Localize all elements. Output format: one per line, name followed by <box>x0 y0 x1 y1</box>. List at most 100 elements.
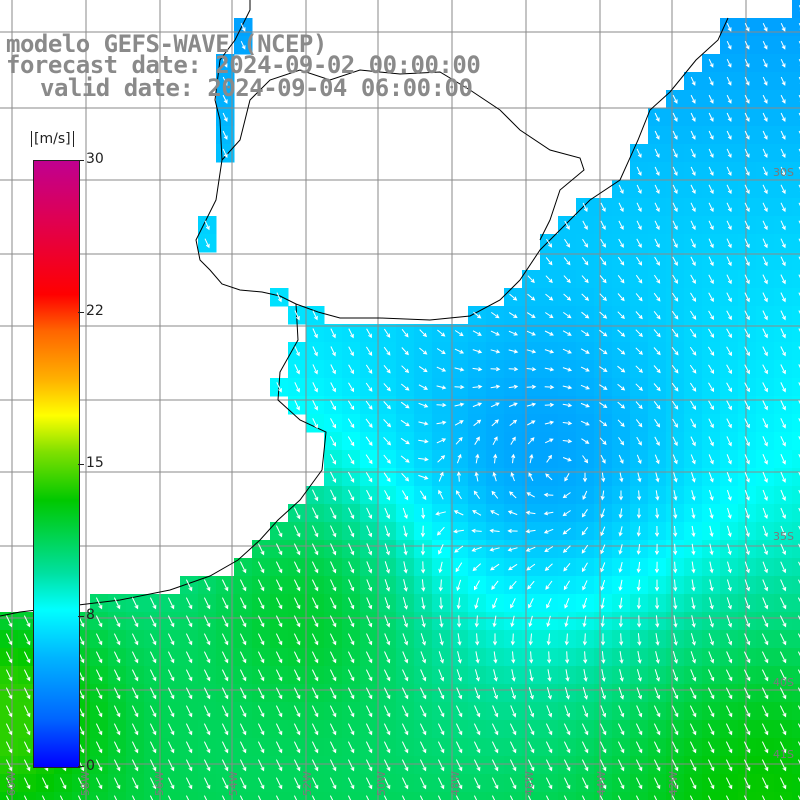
wind-arrow <box>5 741 13 754</box>
wind-arrow <box>221 795 226 800</box>
wind-arrow <box>707 346 715 356</box>
wind-speed-cell <box>486 792 505 800</box>
wind-arrow <box>438 471 444 482</box>
wind-speed-cell <box>792 576 800 595</box>
wind-arrow <box>454 384 465 390</box>
wind-arrow <box>762 489 768 501</box>
wind-arrow <box>329 615 337 628</box>
wind-arrow <box>636 436 642 446</box>
wind-arrow <box>780 130 786 140</box>
wind-arrow <box>707 687 715 700</box>
wind-arrow <box>347 454 355 465</box>
colorbar-tick-mark <box>78 160 84 161</box>
wind-arrow <box>456 471 462 482</box>
wind-arrow <box>275 741 283 754</box>
wind-arrow <box>526 330 536 336</box>
wind-speed-cell <box>198 792 217 800</box>
wind-arrow <box>293 651 301 664</box>
wind-arrow <box>671 310 679 320</box>
wind-arrow <box>582 455 589 464</box>
wind-arrow <box>691 579 696 592</box>
wind-arrow <box>365 777 373 790</box>
wind-arrow <box>617 723 625 736</box>
wind-speed-cell <box>126 792 145 800</box>
wind-arrow <box>779 741 787 754</box>
wind-arrow <box>312 400 318 411</box>
wind-arrow <box>438 687 445 700</box>
wind-arrow <box>708 436 714 447</box>
wind-arrow <box>329 669 337 682</box>
wind-arrow <box>673 490 678 501</box>
wind-arrow <box>654 561 660 574</box>
wind-arrow <box>471 546 482 552</box>
wind-arrow <box>780 543 786 556</box>
wind-arrow <box>365 454 373 465</box>
lat-label-40s: 40S <box>773 676 794 689</box>
wind-speed-cell <box>180 792 199 800</box>
wind-arrow <box>780 561 787 574</box>
wind-arrow <box>672 669 679 682</box>
wind-arrow <box>618 220 624 231</box>
wind-arrow <box>330 525 337 538</box>
wind-arrow <box>690 633 696 646</box>
wind-arrow <box>744 615 751 628</box>
wind-arrow <box>544 438 554 444</box>
wind-arrow <box>167 687 175 700</box>
wind-arrow <box>419 705 427 718</box>
wind-arrow <box>511 669 516 682</box>
wind-arrow <box>798 561 800 567</box>
wind-arrow <box>671 346 679 356</box>
wind-arrow <box>582 633 588 646</box>
wind-arrow <box>294 364 300 375</box>
wind-arrow <box>311 561 319 574</box>
wind-arrow <box>167 669 175 682</box>
wind-arrow <box>708 94 714 104</box>
wind-arrow <box>329 723 337 736</box>
wind-arrow <box>401 472 410 482</box>
wind-arrow <box>239 561 247 574</box>
wind-arrow <box>527 741 535 754</box>
wind-arrow <box>672 651 678 664</box>
wind-arrow <box>780 94 786 104</box>
wind-arrow <box>744 220 750 231</box>
wind-arrow <box>599 402 608 408</box>
wind-arrow <box>691 543 696 556</box>
wind-arrow <box>474 669 480 682</box>
wind-arrow <box>654 525 660 538</box>
wind-arrow <box>762 597 769 610</box>
wind-arrow <box>762 400 768 411</box>
wind-arrow <box>762 76 768 86</box>
wind-arrow <box>654 184 660 195</box>
wind-arrow <box>618 454 624 464</box>
wind-arrow <box>457 651 462 664</box>
wind-arrow <box>490 384 501 389</box>
wind-arrow <box>779 705 787 718</box>
wind-arrow <box>528 598 534 609</box>
wind-speed-cell <box>792 540 800 559</box>
wind-arrow <box>617 777 625 790</box>
wind-arrow <box>508 312 518 318</box>
wind-arrow <box>689 364 697 374</box>
wind-arrow <box>526 367 537 372</box>
wind-arrow <box>528 472 534 482</box>
wind-arrow <box>365 795 370 800</box>
wind-arrow <box>348 543 355 556</box>
wind-speed-cell <box>630 792 649 800</box>
wind-arrow <box>780 40 786 50</box>
wind-arrow <box>797 687 800 693</box>
wind-arrow <box>618 561 623 573</box>
wind-arrow <box>511 453 516 464</box>
wind-speed-cell <box>54 792 73 800</box>
wind-arrow <box>113 651 121 664</box>
wind-arrow <box>562 492 571 499</box>
wind-arrow <box>744 166 750 177</box>
wind-arrow <box>600 490 605 501</box>
wind-arrow <box>527 275 535 284</box>
wind-arrow <box>473 795 478 800</box>
title-forecast-date: forecast date: 2024-09-02 00:00:00 <box>6 51 481 79</box>
wind-arrow <box>239 795 244 800</box>
wind-arrow <box>563 275 571 284</box>
wind-arrow <box>275 525 283 538</box>
